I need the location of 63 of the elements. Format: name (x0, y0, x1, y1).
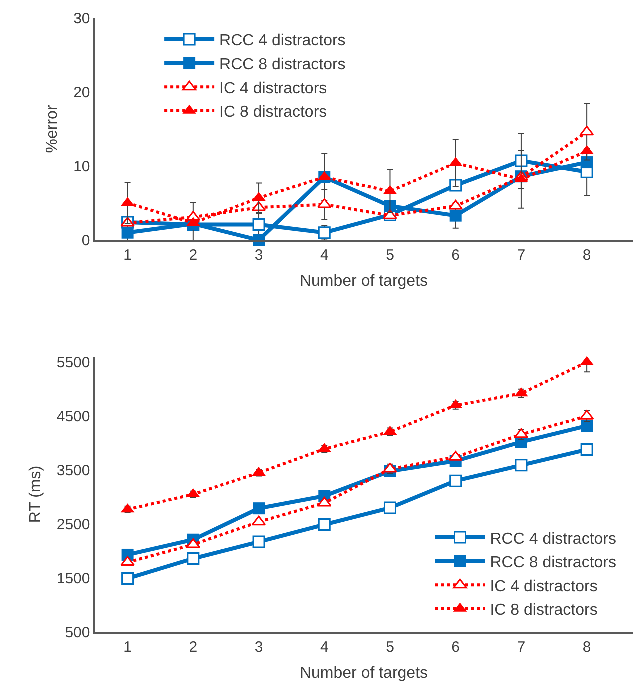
x-tick-label: 7 (517, 638, 526, 656)
x-axis-title: Number of targets (300, 665, 428, 682)
point (252, 536, 266, 548)
x-tick-label: 8 (582, 638, 592, 656)
x-tick-label: 4 (320, 247, 329, 264)
y-tick-label: 20 (74, 84, 90, 102)
point (187, 552, 200, 565)
x-tick-label: 2 (189, 638, 198, 656)
point (450, 474, 462, 488)
legend-label: RCC 4 distractors (220, 32, 346, 50)
legend-label: IC 8 distractors (220, 104, 328, 122)
legend-label: IC 4 distractors (220, 80, 328, 98)
point (318, 226, 331, 240)
point (514, 428, 529, 438)
x-tick-label: 2 (189, 247, 198, 264)
point (318, 496, 332, 507)
legend-label: RCC 8 distractors (220, 56, 346, 74)
point (448, 200, 463, 210)
x-tick-label: 6 (452, 638, 460, 656)
x-tick-label: 5 (386, 247, 394, 264)
y-axis-title: RT (ms) (27, 466, 44, 524)
x-tick-label: 4 (320, 638, 329, 656)
point (450, 210, 462, 222)
x-tick-label: 8 (582, 247, 592, 264)
point (383, 462, 398, 473)
x-tick-label: 3 (254, 247, 264, 264)
y-tick-label: 1500 (56, 570, 90, 588)
point (252, 516, 266, 526)
x-tick-label: 3 (254, 638, 264, 656)
point (253, 502, 266, 515)
point (384, 502, 396, 514)
x-tick-label: 5 (386, 638, 394, 656)
legend-label: IC 8 distractors (490, 602, 598, 620)
point (318, 518, 331, 532)
y-tick-label: 30 (74, 10, 90, 28)
point (122, 226, 134, 239)
y-tick-label: 4500 (56, 408, 90, 426)
legend-label: RCC 4 distractors (490, 530, 616, 548)
point (186, 538, 201, 548)
point (580, 444, 594, 456)
point (252, 218, 266, 231)
legend-label: IC 4 distractors (490, 578, 598, 596)
y-tick-label: 3500 (56, 462, 90, 480)
y-tick-label: 500 (65, 624, 90, 642)
point (580, 126, 594, 136)
point (581, 420, 594, 432)
x-tick-label: 6 (452, 247, 460, 264)
point (581, 156, 594, 169)
y-axis-title: %error (44, 104, 61, 154)
x-axis-title: Number of targets (300, 273, 428, 290)
x-tick-label: 1 (124, 247, 132, 264)
y-tick-label: 10 (74, 158, 90, 176)
point (318, 198, 332, 208)
y-tick-label: 2500 (56, 516, 90, 534)
point (515, 459, 528, 472)
legend-label: RCC 8 distractors (490, 554, 616, 572)
x-tick-label: 7 (517, 247, 526, 264)
point (120, 556, 135, 566)
point (122, 572, 134, 585)
point (515, 154, 528, 168)
y-tick-label: 5500 (56, 354, 90, 372)
y-tick-label: 0 (82, 232, 90, 250)
x-tick-label: 1 (124, 638, 132, 656)
